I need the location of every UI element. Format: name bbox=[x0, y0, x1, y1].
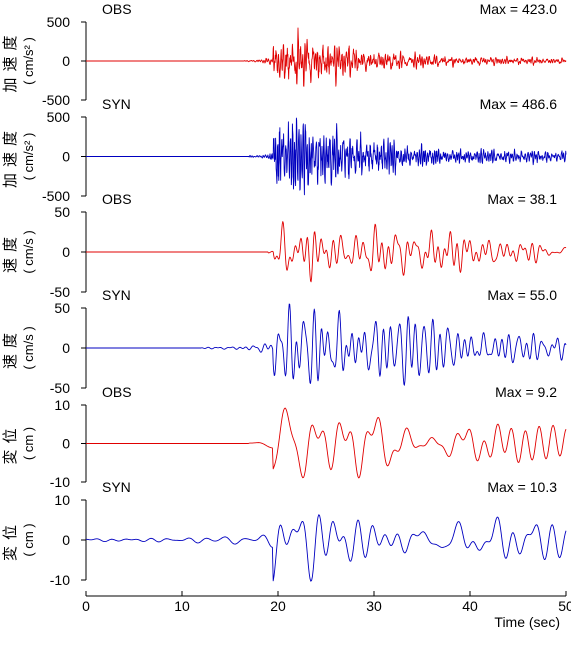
series-label: OBS bbox=[102, 384, 132, 400]
y-tick-label: 0 bbox=[62, 532, 70, 548]
x-tick-label: 30 bbox=[366, 598, 382, 614]
y-tick-label: 500 bbox=[47, 109, 71, 125]
panel-5-obs: 10 0 -10 OBS Max = 9.2 変位( cm ) bbox=[2, 384, 567, 490]
y-tick-label: 50 bbox=[54, 204, 70, 220]
x-tick-label: 50 bbox=[558, 598, 571, 614]
y-tick-label: 0 bbox=[62, 340, 70, 356]
series-label: OBS bbox=[102, 191, 132, 207]
y-axis-unit: ( cm ) bbox=[21, 523, 36, 556]
y-tick-label: 10 bbox=[54, 492, 70, 508]
y-axis-label: 加速度 bbox=[2, 125, 19, 188]
y-tick-label: -500 bbox=[42, 92, 70, 108]
series-label: OBS bbox=[102, 1, 132, 17]
y-axis-unit: ( cm/s ) bbox=[21, 326, 36, 369]
series-label: SYN bbox=[102, 479, 131, 495]
waveform-obs bbox=[86, 221, 567, 283]
max-label: Max = 10.3 bbox=[487, 479, 557, 495]
y-axis-label: 加速度 bbox=[2, 29, 19, 92]
panel-3-obs: 50 0 -50 OBS Max = 38.1 速度( cm/s ) bbox=[2, 191, 567, 300]
x-tick-label: 20 bbox=[270, 598, 286, 614]
panel-4-syn: 50 0 -50 SYN Max = 55.0 速度( cm/s ) bbox=[2, 287, 567, 396]
y-tick-label: 0 bbox=[62, 244, 70, 260]
y-axis-label: 速度 bbox=[2, 231, 19, 273]
y-axis-unit: ( cm/s² ) bbox=[21, 133, 36, 181]
waveform-syn bbox=[86, 303, 567, 386]
waveform-obs bbox=[85, 27, 567, 87]
y-tick-label: -10 bbox=[50, 572, 70, 588]
panel-6-syn: 10 0 -10 SYN Max = 10.3 変位( cm ) bbox=[2, 479, 567, 588]
y-tick-label: 500 bbox=[47, 14, 71, 30]
y-axis-label: 変位 bbox=[2, 422, 19, 464]
y-tick-label: 0 bbox=[62, 53, 70, 69]
x-tick-label: 0 bbox=[82, 598, 90, 614]
waveform-obs bbox=[86, 407, 567, 479]
y-axis-label: 速度 bbox=[2, 327, 19, 369]
y-axis-unit: ( cm/s² ) bbox=[21, 37, 36, 85]
x-axis-label: Time (sec) bbox=[494, 614, 560, 630]
y-tick-label: 0 bbox=[62, 436, 70, 452]
max-label: Max = 9.2 bbox=[495, 384, 557, 400]
y-tick-label: -50 bbox=[50, 284, 70, 300]
panel-2-syn: 500 0 -500 SYN Max = 486.6 加速度( cm/s² ) bbox=[2, 96, 567, 204]
y-axis-unit: ( cm ) bbox=[21, 427, 36, 460]
max-label: Max = 38.1 bbox=[487, 191, 557, 207]
series-label: SYN bbox=[102, 96, 131, 112]
panel-1-obs: 500 0 -500 OBS Max = 423.0 加速度( cm/s² ) bbox=[2, 1, 567, 108]
waveform-syn bbox=[85, 514, 567, 582]
y-axis-unit: ( cm/s ) bbox=[21, 230, 36, 273]
waveform-syn bbox=[85, 117, 567, 196]
y-tick-label: -50 bbox=[50, 380, 70, 396]
y-tick-label: -10 bbox=[50, 474, 70, 490]
x-tick-label: 10 bbox=[174, 598, 190, 614]
max-label: Max = 486.6 bbox=[480, 96, 558, 112]
max-label: Max = 55.0 bbox=[487, 287, 557, 303]
y-axis-label: 変位 bbox=[2, 519, 19, 561]
y-tick-label: 50 bbox=[54, 300, 70, 316]
series-label: SYN bbox=[102, 287, 131, 303]
y-tick-label: -500 bbox=[42, 188, 70, 204]
max-label: Max = 423.0 bbox=[480, 1, 558, 17]
x-tick-label: 40 bbox=[462, 598, 478, 614]
y-tick-label: 10 bbox=[54, 397, 70, 413]
y-tick-label: 0 bbox=[62, 149, 70, 165]
